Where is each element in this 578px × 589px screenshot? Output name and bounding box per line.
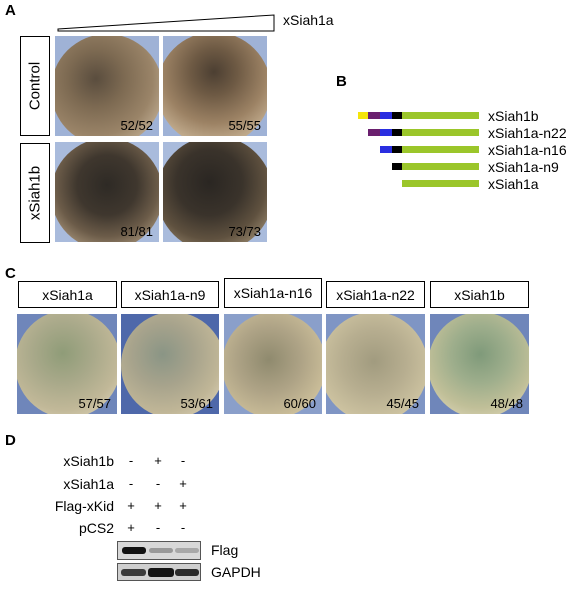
blot-band [149,548,173,553]
embryo-image: 81/81 [55,142,159,242]
construct-label: xSiah1a-n22 [488,125,567,141]
treatment-sign: + [127,520,135,535]
condition-label: xSiah1b [430,281,529,308]
embryo-image: 57/57 [17,314,117,414]
construct-domain-black [392,129,402,136]
embryo-count: 48/48 [490,396,523,411]
condition-row-label: pCS2 [78,520,114,536]
construct-label: xSiah1b [488,108,539,124]
panel-c-label: C [5,265,16,282]
treatment-sign: - [155,476,161,491]
embryo-image: 45/45 [326,314,425,414]
embryo-image: 60/60 [224,314,322,414]
row-label-xsiah1b-text: xSiah1b [26,165,44,221]
construct-label: xSiah1a [488,176,539,192]
blot-band [121,569,146,576]
treatment-sign: - [180,453,186,468]
condition-label: xSiah1a-n22 [326,281,425,308]
treatment-sign: - [180,520,186,535]
embryo-image: 52/52 [55,36,159,136]
blot-band [122,547,146,554]
gradient-label: xSiah1a [283,12,334,28]
construct-label: xSiah1a-n16 [488,142,567,158]
panel-a-label: A [5,2,16,19]
construct-domain-black [392,112,402,119]
embryo-image: 53/61 [121,314,219,414]
treatment-sign: + [127,498,135,513]
embryo-count: 53/61 [180,396,213,411]
construct-domain-purple [368,129,380,136]
condition-row-label: xSiah1b [63,453,114,469]
blot-band [175,569,199,576]
western-blot-flag [117,541,201,560]
treatment-sign: + [154,453,162,468]
construct-domain-purple [368,112,380,119]
treatment-sign: + [179,498,187,513]
construct-domain-black [392,146,402,153]
construct-label: xSiah1a-n9 [488,159,559,175]
condition-label: xSiah1a-n9 [121,281,219,308]
treatment-sign: + [154,498,162,513]
embryo-image: 73/73 [163,142,267,242]
construct-domain-green [402,112,479,119]
embryo-image: 55/55 [163,36,267,136]
embryo-count: 60/60 [283,396,316,411]
embryo-count: 81/81 [120,224,153,239]
embryo-count: 73/73 [228,224,261,239]
panel-b-label: B [336,73,347,90]
construct-domain-yellow [358,112,368,119]
construct-domain-blue [380,146,392,153]
treatment-sign: - [128,476,134,491]
condition-row-label: Flag-xKid [54,498,114,514]
embryo-count: 55/55 [228,118,261,133]
row-label-control-text: Control [26,61,44,111]
condition-row-label: xSiah1a [63,476,114,492]
embryo-count: 57/57 [78,396,111,411]
construct-domain-green [402,180,479,187]
row-label-control: Control [20,36,50,136]
blot-band [148,568,174,577]
construct-domain-blue [380,129,392,136]
construct-domain-green [402,163,479,170]
condition-label: xSiah1a [18,281,117,308]
treatment-sign: - [155,520,161,535]
row-label-xsiah1b: xSiah1b [20,143,50,243]
construct-domain-green [402,146,479,153]
construct-domain-green [402,129,479,136]
treatment-sign: - [128,453,134,468]
blot-band [175,548,199,553]
construct-domain-blue [380,112,392,119]
panel-d-label: D [5,432,16,449]
blot-label: Flag [211,542,239,558]
embryo-image: 48/48 [430,314,529,414]
blot-label: GAPDH [211,564,261,580]
embryo-count: 52/52 [120,118,153,133]
western-blot-gapdh [117,563,201,581]
embryo-count: 45/45 [386,396,419,411]
dose-gradient-wedge [57,14,275,32]
condition-label: xSiah1a-n16 [224,278,322,308]
treatment-sign: + [179,476,187,491]
construct-domain-black [392,163,402,170]
